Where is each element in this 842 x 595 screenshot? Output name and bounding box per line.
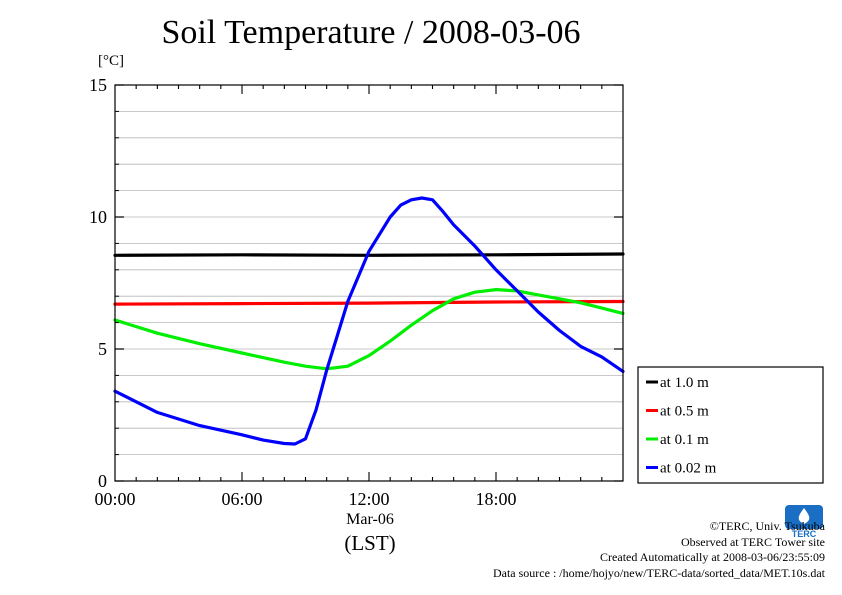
x-axis-label: (LST)	[344, 531, 396, 555]
legend-label: at 1.0 m	[660, 375, 709, 391]
x-tick-label: 12:00	[348, 489, 389, 509]
x-tick-label: 06:00	[221, 489, 262, 509]
legend-box	[637, 366, 824, 484]
series-line-2	[113, 288, 625, 371]
series-lines	[113, 196, 625, 446]
footer-credits: ©TERC, Univ. Tsukuba Observed at TERC To…	[493, 519, 825, 581]
terc-logo: TERC	[785, 505, 823, 538]
footer-source: Data source : /home/hojyo/new/TERC-data/…	[492, 565, 825, 580]
footer-observed: Observed at TERC Tower site	[680, 534, 825, 549]
y-tick-label: 0	[98, 471, 107, 491]
chart-title: Soil Temperature / 2008-03-06	[161, 14, 581, 51]
legend-label: at 0.5 m	[660, 404, 709, 420]
x-tick-label: 18:00	[475, 489, 516, 509]
y-axis-unit: [°C]	[98, 53, 124, 69]
logo-text: TERC	[792, 529, 817, 538]
series-line-3	[113, 196, 625, 446]
y-tick-label: 10	[89, 207, 107, 227]
y-tick-label: 5	[98, 339, 107, 359]
logo-drop	[798, 508, 810, 524]
series-line-1	[113, 299, 625, 306]
x-axis-date-label: Mar-06	[346, 511, 394, 528]
grid-lines	[115, 111, 623, 456]
footer-copyright: ©TERC, Univ. Tsukuba	[709, 519, 825, 533]
legend: at 1.0 m at 0.5 m at 0.1 m at 0.02 m	[637, 366, 824, 484]
y-tick-label: 15	[89, 75, 107, 95]
legend-label: at 0.1 m	[660, 432, 709, 448]
legend-label: at 0.02 m	[660, 461, 717, 477]
footer-created: Created Automatically at 2008-03-06/23:5…	[600, 550, 825, 564]
x-tick-label: 00:00	[94, 489, 135, 509]
axis-ticks: 0 5 10 15 00:00 06:00 12:00 18:00	[89, 75, 623, 509]
